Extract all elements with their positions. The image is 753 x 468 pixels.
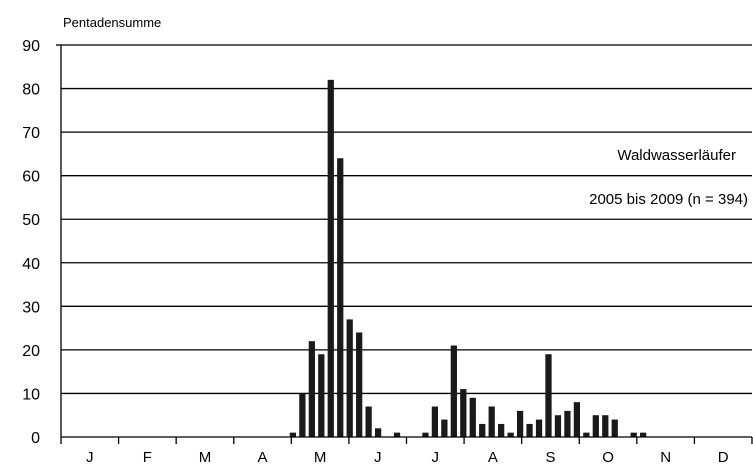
period-annotation: 2005 bis 2009 (n = 394) xyxy=(589,191,748,208)
y-tick-label: 50 xyxy=(22,212,40,229)
bar xyxy=(318,354,325,437)
bar xyxy=(289,432,297,437)
bar xyxy=(374,428,382,437)
bar xyxy=(583,432,590,437)
month-label: M xyxy=(199,449,212,466)
axes xyxy=(56,44,753,444)
y-tick-label: 90 xyxy=(22,38,40,55)
bar xyxy=(564,410,571,437)
bar xyxy=(545,354,552,437)
bar xyxy=(640,432,647,437)
bar xyxy=(450,345,457,437)
y-tick-label: 0 xyxy=(31,430,40,447)
month-label: J xyxy=(374,449,382,466)
month-label: J xyxy=(86,449,94,466)
bar xyxy=(365,406,372,437)
bar xyxy=(507,432,514,437)
species-annotation: Waldwasserläufer xyxy=(617,147,736,164)
bar xyxy=(526,423,533,437)
bar xyxy=(516,410,524,437)
bar xyxy=(441,419,448,437)
bars xyxy=(289,79,647,438)
y-axis-label: Pentadensumme xyxy=(63,15,161,30)
bar xyxy=(346,319,353,437)
month-label: D xyxy=(718,449,729,466)
bar xyxy=(356,332,363,437)
bar xyxy=(469,397,476,437)
bar xyxy=(630,432,637,437)
month-label: N xyxy=(660,449,671,466)
y-tick-labels: 0 10 20 30 40 50 60 70 80 90 xyxy=(22,38,40,447)
bar xyxy=(308,341,315,437)
bar xyxy=(611,419,618,437)
month-label: M xyxy=(314,449,327,466)
y-tick-label: 40 xyxy=(22,256,40,273)
bar xyxy=(337,158,344,438)
bar xyxy=(488,406,495,437)
bar xyxy=(460,389,467,437)
y-tick-label: 20 xyxy=(22,343,40,360)
bar xyxy=(602,415,609,437)
bar xyxy=(299,393,306,437)
gridlines xyxy=(61,44,752,395)
y-tick-label: 30 xyxy=(22,299,40,316)
month-label: A xyxy=(488,449,498,466)
y-tick-label: 60 xyxy=(22,169,40,186)
bar xyxy=(327,79,334,437)
month-label: S xyxy=(545,449,555,466)
bar xyxy=(498,423,505,437)
month-label: F xyxy=(143,449,152,466)
y-tick-label: 70 xyxy=(22,125,40,142)
month-label: A xyxy=(258,449,268,466)
bar xyxy=(535,419,543,437)
bar xyxy=(592,415,599,437)
bar xyxy=(431,406,439,437)
bar xyxy=(573,402,581,437)
y-tick-label: 10 xyxy=(22,386,40,403)
bar xyxy=(554,415,562,437)
bar xyxy=(393,432,401,437)
y-tick-label: 80 xyxy=(22,82,40,99)
bar xyxy=(479,423,486,437)
bar xyxy=(422,432,429,437)
month-label: J xyxy=(432,449,440,466)
month-label: O xyxy=(602,449,614,466)
